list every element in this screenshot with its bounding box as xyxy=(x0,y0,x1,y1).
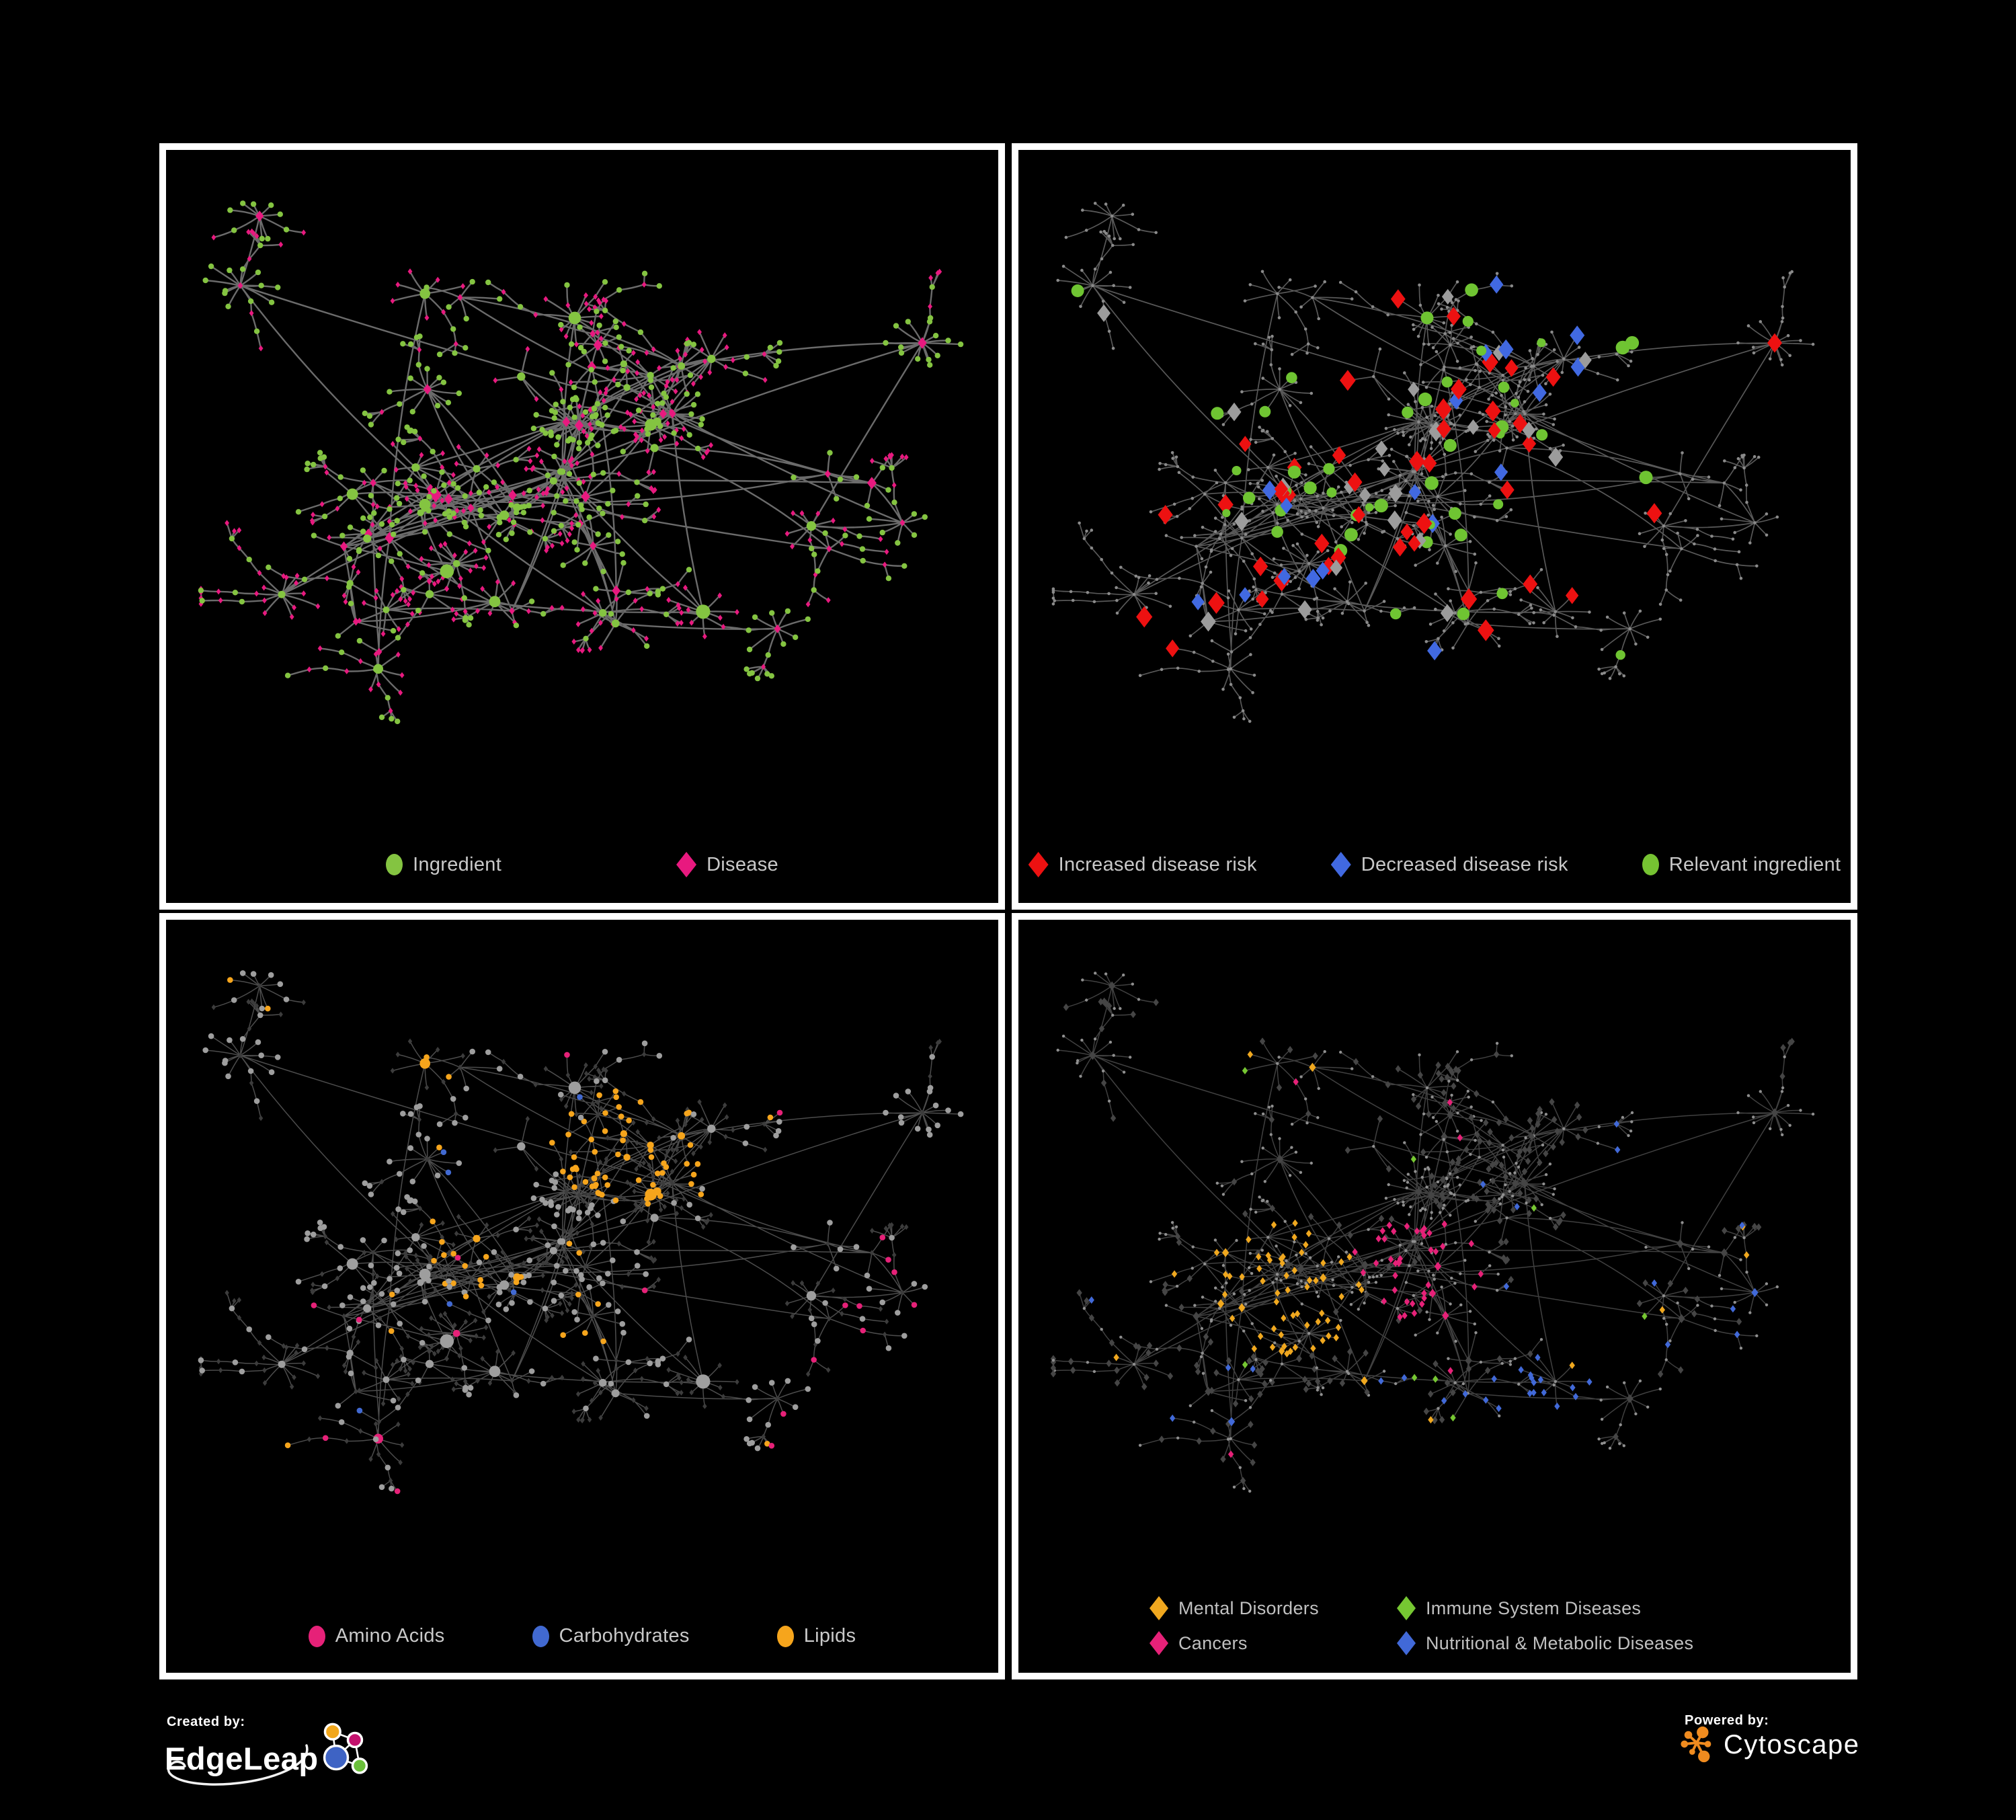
legend-label: Immune System Diseases xyxy=(1426,1597,1642,1618)
legend-item-disease: Disease xyxy=(676,852,778,877)
decreased-risk-node-icon xyxy=(1330,852,1351,877)
legend-label: Carbohydrates xyxy=(559,1625,690,1647)
legend-item-increased-risk: Increased disease risk xyxy=(1028,852,1257,877)
legend-item-amino-acids: Amino Acids xyxy=(308,1625,445,1647)
cytoscape-wordmark: Cytoscape xyxy=(1724,1730,1860,1759)
network-graph-disease-risk xyxy=(1051,202,1815,723)
relevant-ingredient-node-icon xyxy=(1642,854,1659,875)
legend-item-lipids: Lipids xyxy=(776,1625,856,1647)
panel-ingredient-classes: Amino Acids Carbohydrates Lipids xyxy=(159,913,1005,1679)
immune-system-diseases-node-icon xyxy=(1397,1596,1416,1620)
edgeleap-logo: EdgeLeap xyxy=(165,1723,375,1786)
ingredient-node-icon xyxy=(386,854,403,875)
legend-item-mental-disorders: Mental Disorders xyxy=(1150,1596,1397,1620)
legend-label: Ingredient xyxy=(413,853,502,875)
legend-disease-classes: Mental Disorders Immune System Diseases … xyxy=(1150,1596,1693,1655)
legend-item-decreased-risk: Decreased disease risk xyxy=(1330,852,1568,877)
lipids-node-icon xyxy=(776,1625,794,1647)
mental-disorders-node-icon xyxy=(1150,1596,1168,1620)
legend-label: Amino Acids xyxy=(335,1625,445,1647)
legend-label: Lipids xyxy=(803,1625,856,1647)
legend-label: Increased disease risk xyxy=(1058,853,1257,875)
panel-disease-classes: Mental Disorders Immune System Diseases … xyxy=(1012,913,1857,1679)
legend-item-relevant-ingredient: Relevant ingredient xyxy=(1642,854,1841,876)
legend-label: Relevant ingredient xyxy=(1668,853,1841,875)
legend-item-immune-system-diseases: Immune System Diseases xyxy=(1397,1596,1693,1620)
powered-by-label: Powered by: xyxy=(1685,1713,1769,1728)
legend-ingredient-classes: Amino Acids Carbohydrates Lipids xyxy=(166,1625,998,1647)
legend-item-nutritional-metabolic-diseases: Nutritional & Metabolic Diseases xyxy=(1397,1631,1693,1655)
panel-disease-risk: Increased disease risk Decreased disease… xyxy=(1012,143,1857,910)
legend-label: Cancers xyxy=(1178,1632,1248,1653)
created-by-label: Created by: xyxy=(167,1714,245,1729)
legend-label: Nutritional & Metabolic Diseases xyxy=(1426,1632,1694,1653)
legend-label: Decreased disease risk xyxy=(1361,853,1568,875)
nutritional-metabolic-diseases-node-icon xyxy=(1397,1631,1416,1655)
cytoscape-icon xyxy=(1681,1726,1711,1763)
disease-node-icon xyxy=(676,852,697,877)
edgeleap-wordmark: EdgeLeap xyxy=(165,1740,319,1776)
legend-ingredient-disease: Ingredient Disease xyxy=(166,852,998,877)
cytoscape-logo: Cytoscape xyxy=(1679,1725,1859,1764)
legend-label: Disease xyxy=(707,853,778,875)
legend-label: Mental Disorders xyxy=(1178,1597,1319,1618)
legend-item-carbohydrates: Carbohydrates xyxy=(532,1625,690,1647)
amino-acids-node-icon xyxy=(308,1625,325,1647)
legend-disease-risk: Increased disease risk Decreased disease… xyxy=(1018,852,1851,877)
panel-ingredient-disease: Ingredient Disease xyxy=(159,143,1005,910)
network-graph-ingredient-disease xyxy=(198,200,964,725)
network-graph-ingredient-classes xyxy=(198,970,964,1495)
legend-item-cancers: Cancers xyxy=(1150,1631,1397,1655)
increased-risk-node-icon xyxy=(1028,852,1049,877)
legend-item-ingredient: Ingredient xyxy=(386,854,501,876)
cancers-node-icon xyxy=(1150,1631,1168,1655)
network-graph-disease-classes xyxy=(1050,972,1815,1493)
carbohydrates-node-icon xyxy=(532,1625,549,1647)
edgeleap-network-icon xyxy=(323,1723,368,1774)
